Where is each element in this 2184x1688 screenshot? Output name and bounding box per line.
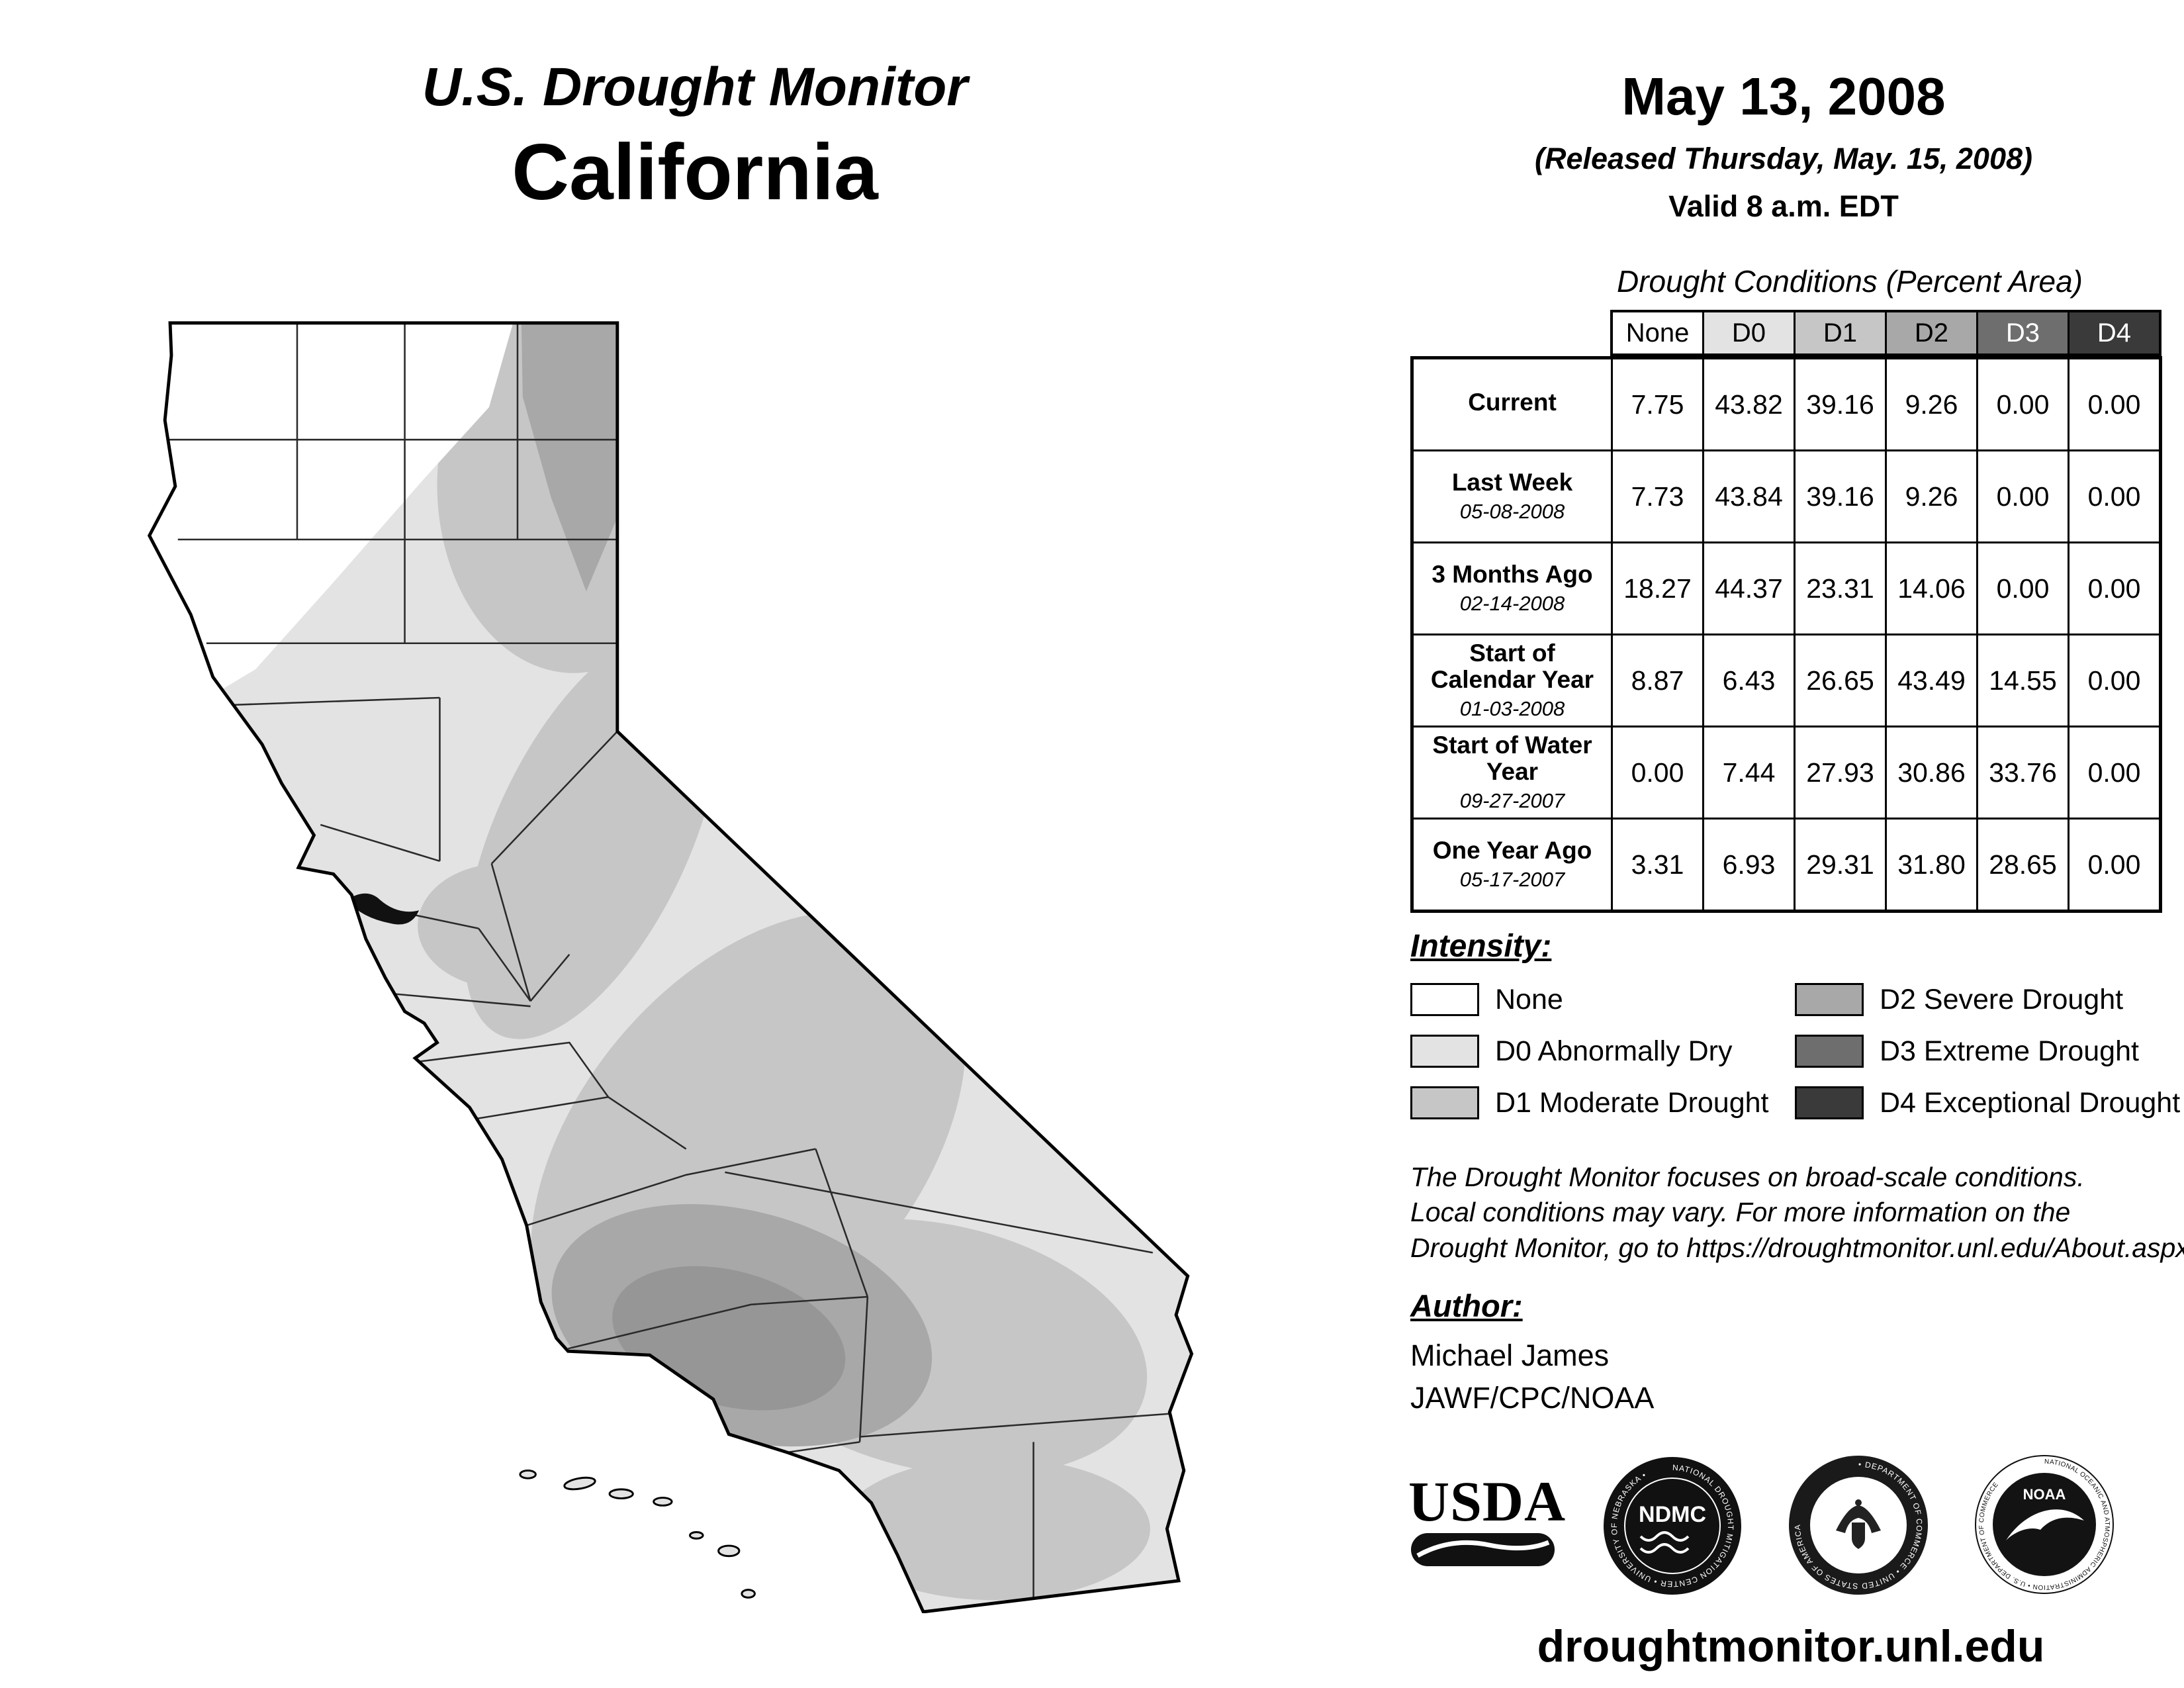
table-value: 31.80 xyxy=(1887,820,1976,910)
california-map xyxy=(147,321,1194,1613)
table-value: 0.00 xyxy=(2070,359,2159,449)
table-value: 0.00 xyxy=(2070,635,2159,726)
col-header-d0: D0 xyxy=(1704,312,1794,353)
table-value: 6.43 xyxy=(1704,635,1794,726)
legend-item-d1: D1 Moderate Drought xyxy=(1410,1086,1769,1120)
legend-swatch-none xyxy=(1410,983,1479,1016)
legend-item-d4: D4 Exceptional Drought xyxy=(1795,1086,2180,1120)
table-value: 39.16 xyxy=(1796,451,1885,541)
table-value: 39.16 xyxy=(1796,359,1885,449)
channel-islands xyxy=(519,1469,756,1599)
table-value: 0.00 xyxy=(1978,359,2068,449)
legend-swatch-d1 xyxy=(1410,1086,1479,1119)
legend-item-d2: D2 Severe Drought xyxy=(1795,982,2180,1017)
noaa-logo: NOAA NATIONAL OCEANIC AND ATMOSPHERIC AD… xyxy=(1975,1455,2114,1594)
table-value: 0.00 xyxy=(1613,727,1702,818)
noaa-seagull xyxy=(2006,1509,2084,1540)
table-value: 33.76 xyxy=(1978,727,2068,818)
col-header-d1: D1 xyxy=(1796,312,1885,353)
legend-swatch-d2 xyxy=(1795,983,1864,1016)
report-date: May 13, 2008 xyxy=(1621,67,1946,126)
map-region-none xyxy=(149,322,516,708)
legend-title: Intensity: xyxy=(1410,929,1552,964)
table-value: 27.93 xyxy=(1796,727,1885,818)
table-value: 23.31 xyxy=(1796,543,1885,633)
table-value: 9.26 xyxy=(1887,359,1976,449)
table-value: 26.65 xyxy=(1796,635,1885,726)
table-value: 43.82 xyxy=(1704,359,1794,449)
legend-item-d3: D3 Extreme Drought xyxy=(1795,1034,2180,1068)
released-date: (Released Thursday, May. 15, 2008) xyxy=(1534,142,2032,175)
row-label-last-week: Last Week 05-08-2008 xyxy=(1414,451,1611,541)
author-name: Michael James xyxy=(1410,1338,1610,1372)
table-value: 30.86 xyxy=(1887,727,1976,818)
legend-item-d0: D0 Abnormally Dry xyxy=(1410,1034,1769,1068)
table-value: 9.26 xyxy=(1887,451,1976,541)
legend-swatch-d3 xyxy=(1795,1035,1864,1068)
valid-time: Valid 8 a.m. EDT xyxy=(1668,189,1899,223)
table-value: 0.00 xyxy=(1978,543,2068,633)
table-value: 14.06 xyxy=(1887,543,1976,633)
map-title-block: U.S. Drought Monitor California xyxy=(165,56,1224,218)
date-block: May 13, 2008 (Released Thursday, May. 15… xyxy=(1403,66,2164,224)
table-value: 7.75 xyxy=(1613,359,1702,449)
table-title: Drought Conditions (Percent Area) xyxy=(1617,264,2083,299)
ndmc-logo: NDMC NATIONAL DROUGHT MITIGATION CENTER … xyxy=(1604,1457,1741,1595)
ndmc-waves xyxy=(1639,1531,1690,1554)
table-value: 7.73 xyxy=(1613,451,1702,541)
usda-logo: USDA xyxy=(1408,1470,1567,1573)
table-value: 29.31 xyxy=(1796,820,1885,910)
author-heading: Author: xyxy=(1410,1288,1523,1323)
table-value: 3.31 xyxy=(1613,820,1702,910)
table-value: 43.84 xyxy=(1704,451,1794,541)
doc-eagle-emblem xyxy=(1836,1499,1881,1549)
table-value: 0.00 xyxy=(2070,727,2159,818)
county-boundaries xyxy=(149,322,1174,1609)
row-label-3-months-ago: 3 Months Ago 02-14-2008 xyxy=(1414,543,1611,633)
drought-table-header: None D0 D1 D2 D3 D4 xyxy=(1610,310,2161,356)
table-value: 8.87 xyxy=(1613,635,1702,726)
table-value: 43.49 xyxy=(1887,635,1976,726)
report-title: U.S. Drought Monitor xyxy=(422,57,968,117)
table-value: 0.00 xyxy=(2070,451,2159,541)
col-header-none: None xyxy=(1613,312,1702,353)
table-value: 6.93 xyxy=(1704,820,1794,910)
table-value: 0.00 xyxy=(2070,820,2159,910)
row-label-one-year-ago: One Year Ago 05-17-2007 xyxy=(1414,820,1611,910)
author-org: JAWF/CPC/NOAA xyxy=(1410,1381,1655,1415)
row-label-start-calendar-year: Start of Calendar Year 01-03-2008 xyxy=(1414,635,1611,726)
california-outline xyxy=(147,321,1194,1613)
table-value: 0.00 xyxy=(2070,543,2159,633)
legend-column-left: None D0 Abnormally Dry D1 Moderate Droug… xyxy=(1410,982,1769,1120)
usda-swoosh xyxy=(1411,1532,1555,1566)
drought-table: Current 7.75 43.82 39.16 9.26 0.00 0.00 … xyxy=(1410,356,2162,913)
col-header-d2: D2 xyxy=(1887,312,1976,353)
col-header-d3: D3 xyxy=(1978,312,2068,353)
usda-logo-text: USDA xyxy=(1408,1470,1567,1533)
legend-swatch-d4 xyxy=(1795,1086,1864,1119)
table-value: 28.65 xyxy=(1978,820,2068,910)
table-value: 18.27 xyxy=(1613,543,1702,633)
ndmc-logo-text: NDMC xyxy=(1639,1502,1706,1527)
legend-column-right: D2 Severe Drought D3 Extreme Drought D4 … xyxy=(1795,982,2180,1120)
table-value: 44.37 xyxy=(1704,543,1794,633)
san-francisco-bay xyxy=(346,893,420,925)
author-block: Author: Michael James JAWF/CPC/NOAA xyxy=(1410,1288,1654,1415)
department-of-commerce-logo: • DEPARTMENT OF COMMERCE • UNITED STATES… xyxy=(1789,1456,1928,1595)
col-header-d4: D4 xyxy=(2070,312,2159,353)
table-value: 7.44 xyxy=(1704,727,1794,818)
disclaimer-text: The Drought Monitor focuses on broad-sca… xyxy=(1410,1162,2184,1263)
state-title: California xyxy=(512,128,878,216)
legend-swatch-d0 xyxy=(1410,1035,1479,1068)
row-label-start-water-year: Start of Water Year 09-27-2007 xyxy=(1414,727,1611,818)
table-value: 0.00 xyxy=(1978,451,2068,541)
legend-item-none: None xyxy=(1410,982,1769,1017)
row-label-current: Current xyxy=(1414,359,1611,449)
footer-url: droughtmonitor.unl.edu xyxy=(1537,1621,2045,1671)
table-value: 14.55 xyxy=(1978,635,2068,726)
noaa-logo-text: NOAA xyxy=(2023,1486,2066,1503)
